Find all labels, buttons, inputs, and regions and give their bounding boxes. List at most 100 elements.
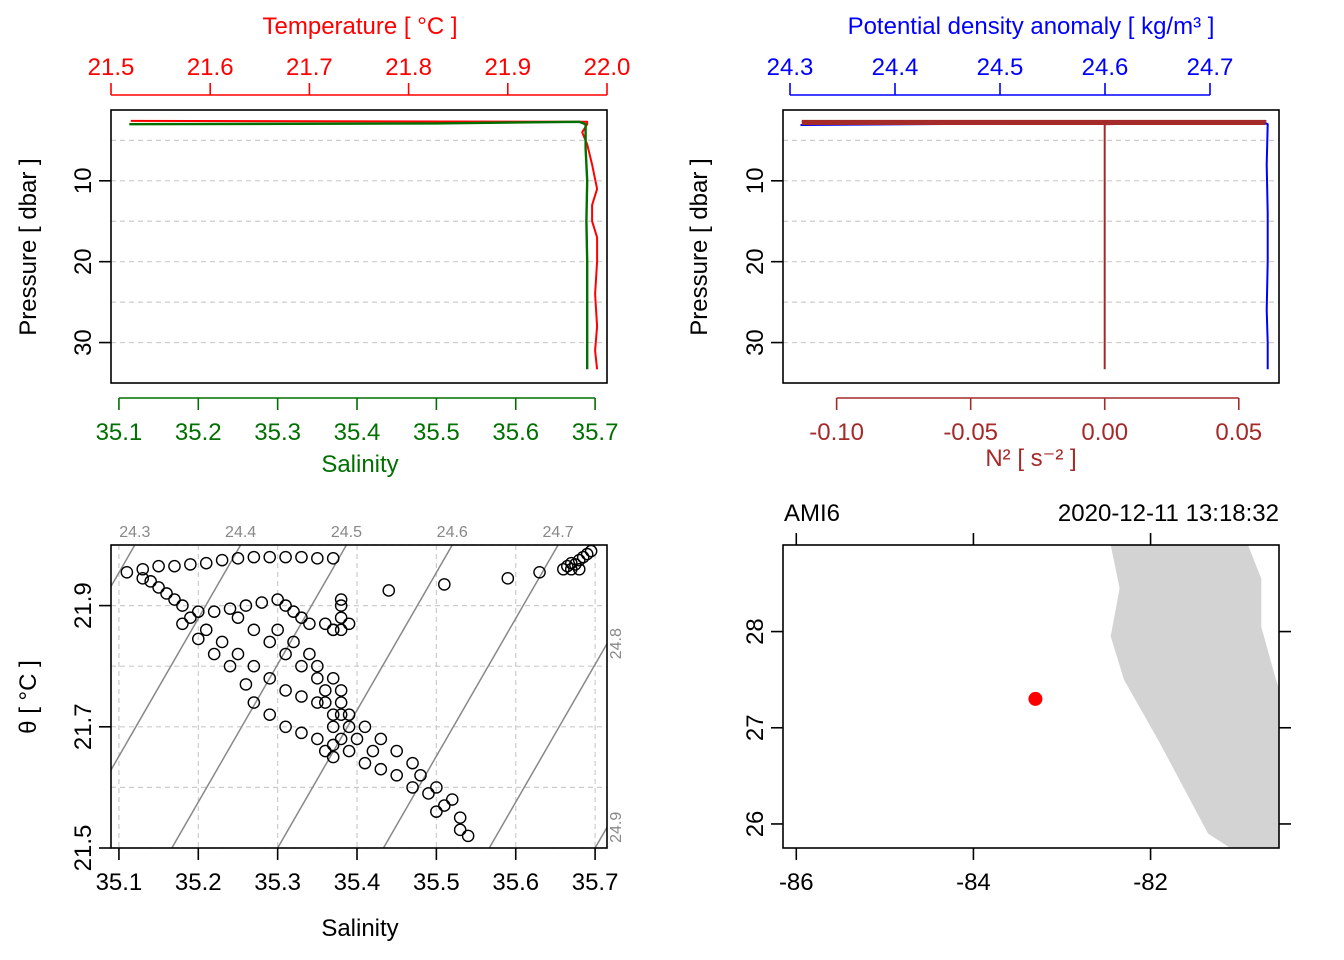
- ts-point: [422, 787, 435, 800]
- ts-point: [295, 659, 308, 673]
- ts-salinity-label-356: 35.6: [492, 869, 539, 896]
- ts-theta-label-219: 21.9: [70, 582, 97, 629]
- density-axis-title: Potential density anomaly [ kg/m³ ]: [848, 13, 1215, 40]
- ts-diagram-frame: [110, 544, 608, 849]
- temperature-top-label-219: 21.9: [484, 54, 531, 81]
- ts-point: [334, 708, 348, 721]
- ts-point: [557, 562, 570, 576]
- salinity-bottom-label-357: 35.7: [572, 419, 619, 446]
- ts-point: [358, 756, 372, 770]
- coastline-land: [1110, 545, 1279, 848]
- ts-point: [533, 565, 546, 579]
- isopycnal-line: [111, 545, 136, 588]
- ts-point: [438, 799, 451, 812]
- ts-point: [263, 708, 277, 721]
- density-profile-panel: 24.3 24.4 24.5 24.6 24.7 -0.10 -0.05 0.00 0.05 10…: [686, 13, 1280, 472]
- pressure-axis-title-2: Pressure [ dbar ]: [686, 158, 713, 335]
- n2-bottom-label-010: -0.10: [809, 419, 864, 446]
- ts-point: [318, 617, 332, 631]
- ts-point: [231, 552, 245, 565]
- longitude-label-82: -82: [1133, 869, 1168, 896]
- ts-point: [152, 581, 165, 594]
- ts-point: [231, 647, 245, 661]
- ts-point: [374, 762, 388, 776]
- salinity-bottom-label-351: 35.1: [96, 419, 143, 446]
- ts-profile-frame: [110, 109, 608, 384]
- ts-point: [358, 720, 372, 734]
- ts-salinity-label-354: 35.4: [334, 869, 381, 896]
- ts-point: [580, 547, 594, 561]
- salinity-bottom-label-354: 35.4: [334, 419, 381, 446]
- ts-salinity-label-353: 35.3: [254, 869, 301, 896]
- ts-point: [334, 623, 348, 637]
- isopycnal-label-244: 24.4: [225, 524, 256, 541]
- isopycnal-label-246: 24.6: [437, 524, 468, 541]
- station-marker: [1028, 691, 1043, 706]
- isopycnal-line: [111, 545, 242, 772]
- ts-point: [334, 732, 348, 746]
- ts-salinity-label-352: 35.2: [175, 869, 222, 896]
- ts-point: [207, 605, 221, 618]
- ts-point: [271, 623, 284, 637]
- ts-point: [461, 829, 475, 843]
- ts-point: [311, 672, 324, 685]
- ts-point: [279, 550, 292, 564]
- n2-line: [801, 119, 1267, 370]
- density-top-label-246: 24.6: [1082, 54, 1129, 81]
- ts-point: [279, 720, 292, 734]
- temperature-line: [130, 119, 599, 370]
- density-top-label-245: 24.5: [977, 54, 1024, 81]
- ts-point: [271, 593, 284, 606]
- ts-point: [152, 559, 165, 573]
- pressure-axis-title: Pressure [ dbar ]: [15, 158, 42, 335]
- ts-point: [430, 781, 443, 794]
- ts-point: [564, 562, 578, 576]
- pressure-left-label-30: 30: [70, 329, 97, 356]
- n2-bottom-label-005: -0.05: [943, 419, 998, 446]
- ts-point: [279, 647, 292, 661]
- ts-point: [334, 696, 348, 709]
- ts-point: [231, 611, 245, 625]
- ts-point: [342, 720, 356, 734]
- ts-point: [184, 558, 197, 571]
- pressure-left-2-label-10: 10: [742, 167, 769, 194]
- map-frame: [782, 544, 1280, 849]
- ts-point: [311, 732, 324, 746]
- ts-point: [406, 756, 419, 770]
- ts-point: [247, 696, 261, 709]
- ts-point: [120, 565, 134, 579]
- ts-point: [390, 768, 403, 782]
- ts-point: [326, 738, 340, 752]
- ts-point: [326, 623, 340, 637]
- map-panel: -86 -84 -82 26 27 28 AMI6 2020-12-11 13:18:32: [742, 500, 1291, 896]
- ts-point: [279, 599, 292, 612]
- ts-point: [207, 647, 221, 661]
- ts-point: [382, 584, 396, 597]
- ts-point: [176, 599, 189, 612]
- ts-point: [311, 696, 324, 709]
- isopycnal-line: [276, 545, 454, 848]
- temperature-top-label-216: 21.6: [187, 54, 234, 81]
- ts-point: [184, 611, 197, 625]
- ts-point: [318, 744, 332, 758]
- ts-point: [311, 552, 324, 565]
- salinity-bottom-label-355: 35.5: [413, 419, 460, 446]
- isopycnal-line: [170, 545, 348, 848]
- density-top-label-247: 24.7: [1187, 54, 1234, 81]
- ts-point: [406, 781, 419, 794]
- isopycnal-label-249: 24.9: [608, 812, 625, 843]
- ts-point: [247, 659, 261, 673]
- ts-point: [326, 672, 340, 685]
- ts-point: [374, 732, 388, 746]
- ts-profile-panel: 21.5 21.6 21.7 21.8 21.9 22.0 35.1 35.2 35.3 35.4…: [15, 13, 630, 478]
- temperature-axis-title: Temperature [ °C ]: [263, 13, 458, 40]
- ts-point: [350, 732, 364, 746]
- ts-point: [168, 559, 181, 573]
- ts-point: [326, 720, 340, 734]
- ts-point: [176, 617, 189, 631]
- ts-point: [136, 562, 150, 576]
- ts-point: [247, 623, 261, 637]
- ts-point: [215, 635, 229, 649]
- latitude-label-26: 26: [742, 811, 769, 838]
